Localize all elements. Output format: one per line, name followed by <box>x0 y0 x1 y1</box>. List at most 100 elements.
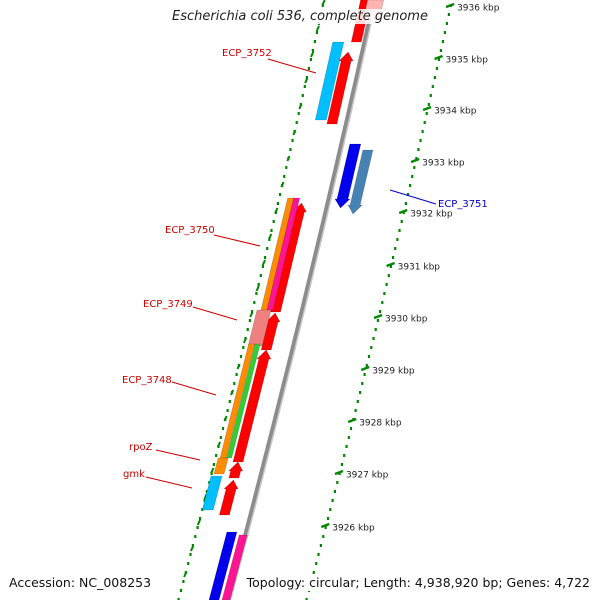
outer-dotted-guide <box>356 400 359 403</box>
inner-dotted-guide <box>210 472 213 475</box>
outer-dotted-guide <box>433 76 436 79</box>
outer-dotted-guide <box>411 175 414 178</box>
inner-dotted-guide <box>242 346 245 349</box>
major-tick <box>373 313 383 320</box>
inner-dotted-guide <box>205 490 208 493</box>
inner-dotted-guide <box>270 229 273 232</box>
gene-label-leaders: ECP_3752 ECP_3751 ECP_3750 ECP_3749 ECP_3748… <box>122 48 488 489</box>
outer-dotted-guide <box>365 364 368 367</box>
outer-dotted-guide <box>322 535 325 538</box>
major-tick <box>434 54 443 61</box>
gene-label[interactable]: ECP_3749 <box>143 299 193 310</box>
outer-dotted-guide <box>406 193 410 196</box>
cds-reverse[interactable] <box>208 531 238 600</box>
outer-dotted-guide <box>383 292 386 295</box>
outer-dotted-guide <box>427 103 430 106</box>
feature-rpoz[interactable] <box>213 457 229 475</box>
feature-gmk[interactable] <box>201 475 223 511</box>
gene-label[interactable]: ECP_3752 <box>222 48 272 59</box>
cds-reverse-ecp3751[interactable] <box>334 143 362 209</box>
inner-dotted-guide <box>187 562 190 565</box>
gene-features <box>201 0 384 600</box>
inner-dotted-guide <box>233 382 236 385</box>
outer-dotted-guide <box>423 121 426 124</box>
accession-label: Accession: NC_008253 <box>7 574 154 591</box>
outer-dotted-guide <box>429 94 432 97</box>
inner-dotted-guide <box>283 175 286 178</box>
inner-dotted-guide <box>201 508 204 511</box>
dotted-guide-lines <box>177 0 452 600</box>
inner-dotted-guide <box>303 85 306 88</box>
outer-dotted-guide <box>425 112 428 115</box>
inner-minor-tick <box>261 259 266 266</box>
cds-forward-ecp3752[interactable] <box>326 51 354 125</box>
outer-dotted-guide <box>379 310 382 313</box>
inner-minor-tick <box>223 415 228 422</box>
outer-dotted-guide <box>305 598 308 600</box>
feature-ecp3752[interactable] <box>314 41 345 121</box>
outer-dotted-guide <box>326 517 330 520</box>
inner-minor-tick <box>196 519 201 526</box>
inner-dotted-guide <box>248 319 251 322</box>
feature-magenta-bottom[interactable] <box>221 534 248 600</box>
inner-minor-tick <box>315 25 320 32</box>
inner-dotted-guide <box>239 355 243 358</box>
inner-dotted-guide <box>228 400 231 403</box>
major-tick <box>422 105 432 112</box>
major-tick <box>445 2 455 9</box>
inner-dotted-guide <box>182 580 185 583</box>
outer-dotted-guide <box>415 157 418 160</box>
major-tick <box>398 208 408 215</box>
tick-label: 3935 kbp <box>446 56 489 66</box>
inner-dotted-guide <box>295 121 298 124</box>
outer-dotted-guide <box>385 283 388 286</box>
inner-dotted-guide <box>289 148 292 151</box>
cds-forward-rpoz[interactable] <box>227 461 244 479</box>
inner-minor-tick <box>304 77 309 84</box>
inner-dotted-guide <box>196 526 199 529</box>
gene-label-leader <box>213 234 261 247</box>
inner-minor-tick <box>274 207 279 214</box>
outer-dotted-guide <box>312 571 315 574</box>
inner-dotted-guide <box>226 409 229 412</box>
major-tick <box>320 522 330 529</box>
gene-label[interactable]: rpoZ <box>129 442 153 453</box>
gene-label-leader <box>155 449 201 461</box>
inner-minor-tick <box>280 181 285 188</box>
tick-label: 3936 kbp <box>457 4 500 14</box>
inner-dotted-guide <box>177 598 180 600</box>
outer-dotted-guide <box>419 139 422 142</box>
inner-dotted-guide <box>278 193 282 196</box>
inner-dotted-guide <box>253 301 256 304</box>
inner-minor-tick <box>216 441 221 448</box>
major-tick <box>347 417 357 424</box>
outer-dotted-guide <box>354 409 357 412</box>
inner-minor-tick <box>286 155 291 162</box>
inner-dotted-guide <box>198 517 202 520</box>
outer-dotted-guide <box>331 499 334 502</box>
major-tick <box>410 157 420 164</box>
inner-dotted-guide <box>309 58 312 61</box>
inner-minor-tick <box>190 545 195 552</box>
gene-label[interactable]: ECP_3751 <box>438 199 488 210</box>
inner-dotted-guide <box>305 76 308 79</box>
gene-label[interactable]: gmk <box>123 469 145 480</box>
outer-dotted-guide <box>324 526 327 529</box>
inner-minor-tick <box>255 285 260 292</box>
tick-label: 3929 kbp <box>372 367 415 377</box>
gene-label-leader <box>267 58 317 74</box>
feature-ecp3750-magenta[interactable] <box>266 197 301 311</box>
outer-dotted-guide <box>340 463 343 466</box>
outer-dotted-guide <box>409 184 412 187</box>
cds-forward-ecp3748[interactable] <box>232 349 272 463</box>
inner-dotted-guide <box>189 553 192 556</box>
gene-label[interactable]: ECP_3748 <box>122 375 172 386</box>
feature-ecp3748-green[interactable] <box>226 343 261 459</box>
gene-label[interactable]: ECP_3750 <box>165 225 215 236</box>
cds-forward-gmk[interactable] <box>219 479 239 516</box>
cds-reverse-ecp3751-alt[interactable] <box>347 149 374 215</box>
feature-ecp3749[interactable] <box>247 309 272 347</box>
inner-dotted-guide <box>246 328 249 331</box>
